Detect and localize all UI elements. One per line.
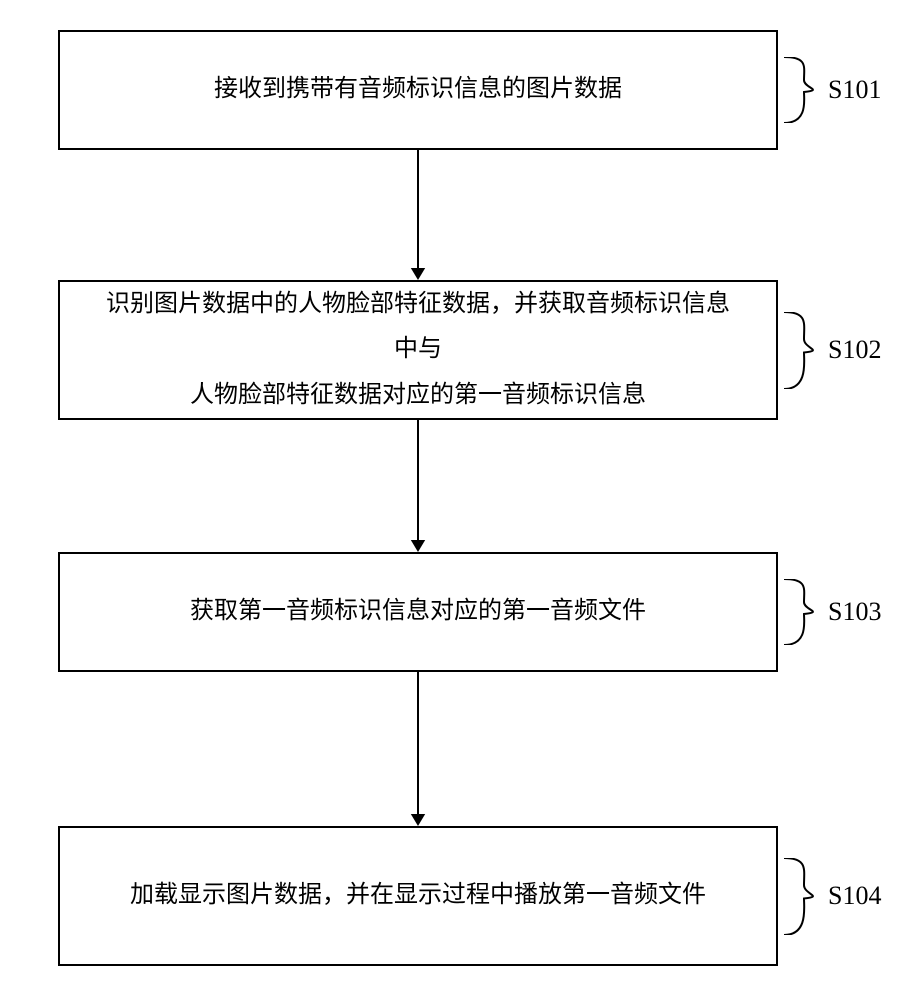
- flow-step-label: S103: [828, 597, 881, 627]
- flow-step-s101: 接收到携带有音频标识信息的图片数据: [58, 30, 778, 150]
- flow-arrow: [406, 420, 430, 552]
- flowchart-canvas: 接收到携带有音频标识信息的图片数据 S101 识别图片数据中的人物脸部特征数据，并获…: [0, 0, 906, 1000]
- flow-step-label: S101: [828, 75, 881, 105]
- brace-icon: [784, 57, 824, 123]
- flow-step-label: S104: [828, 881, 881, 911]
- flow-step-s103: 获取第一音频标识信息对应的第一音频文件: [58, 552, 778, 672]
- brace-icon: [784, 579, 824, 645]
- brace-icon: [784, 312, 824, 389]
- flow-step-s102: 识别图片数据中的人物脸部特征数据，并获取音频标识信息中与人物脸部特征数据对应的第…: [58, 280, 778, 420]
- flow-arrow: [406, 150, 430, 280]
- flow-step-label: S102: [828, 335, 881, 365]
- flow-step-text: 获取第一音频标识信息对应的第一音频文件: [190, 589, 646, 635]
- brace-icon: [784, 858, 824, 935]
- flow-step-text: 接收到携带有音频标识信息的图片数据: [214, 67, 622, 113]
- flow-step-text: 加载显示图片数据，并在显示过程中播放第一音频文件: [130, 873, 706, 919]
- flow-arrow: [406, 672, 430, 826]
- flow-step-s104: 加载显示图片数据，并在显示过程中播放第一音频文件: [58, 826, 778, 966]
- flow-step-text: 识别图片数据中的人物脸部特征数据，并获取音频标识信息中与人物脸部特征数据对应的第…: [100, 282, 736, 419]
